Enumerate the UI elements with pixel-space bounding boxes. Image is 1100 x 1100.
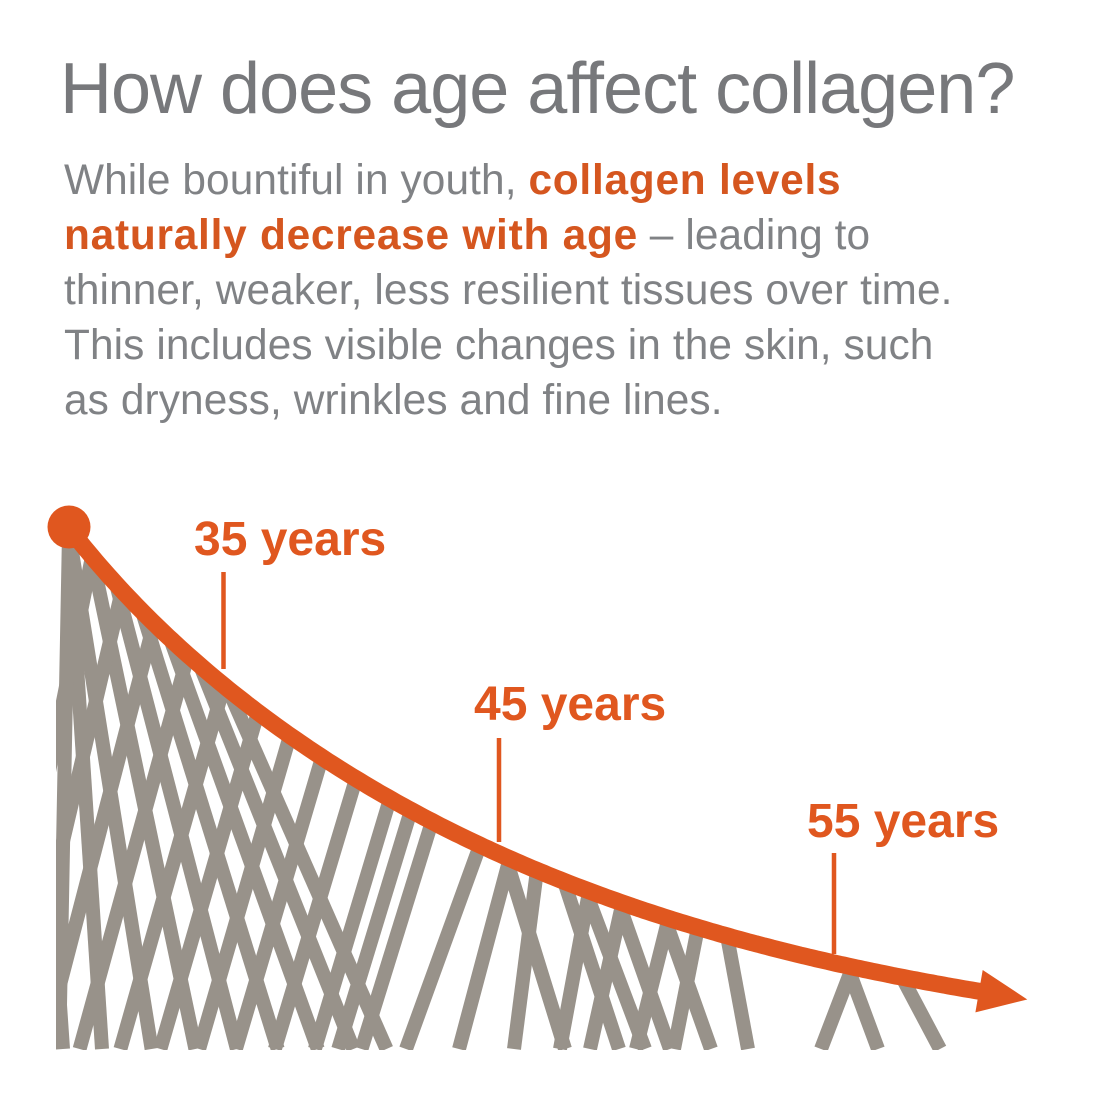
svg-text:45 years: 45 years <box>474 678 666 731</box>
svg-text:35 years: 35 years <box>194 513 386 566</box>
svg-text:55 years: 55 years <box>807 795 999 848</box>
